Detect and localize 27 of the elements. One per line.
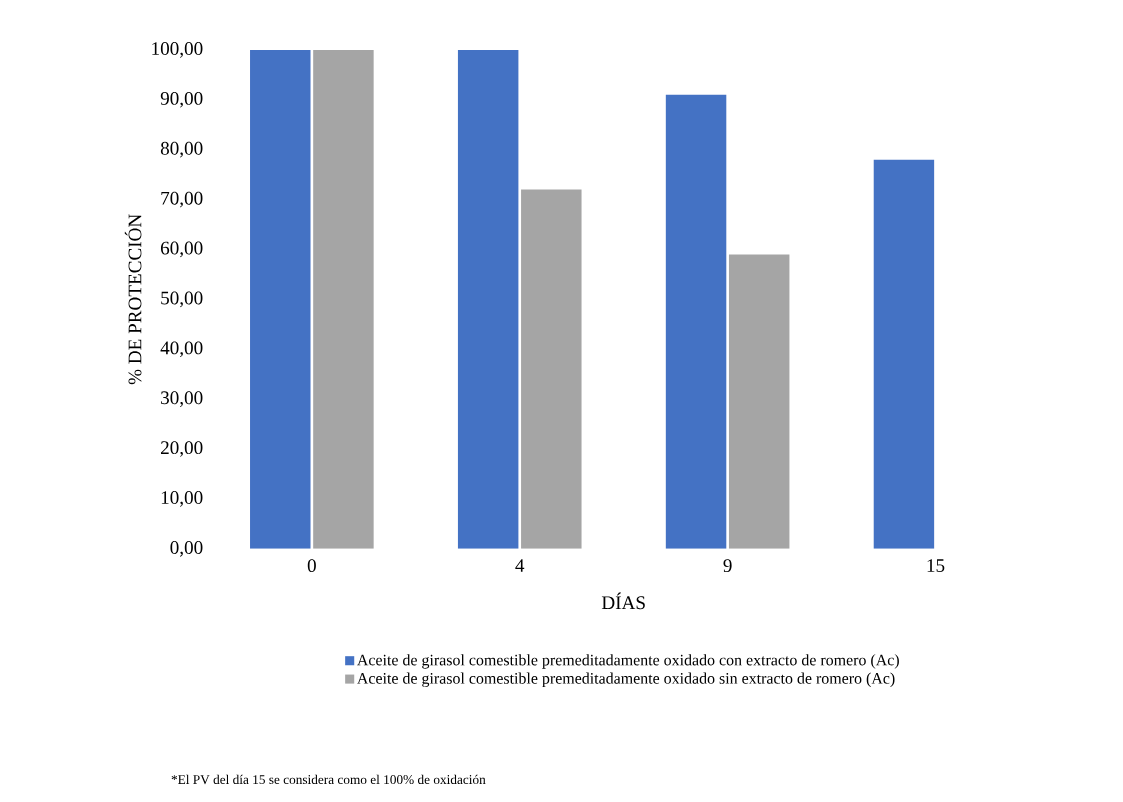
bar <box>457 49 519 549</box>
x-tick-label: 15 <box>927 559 945 572</box>
y-tick-label: 40,00 <box>160 341 203 358</box>
text: *El PV del día 15 se considera como el 100% de oxidación <box>171 774 486 785</box>
bar <box>521 189 582 549</box>
x-tick-label: 9 <box>723 559 732 573</box>
x-tick-label: 4 <box>515 559 525 572</box>
bar <box>728 254 790 549</box>
x-axis-title: DÍAS <box>601 592 645 610</box>
y-tick-label: 60,00 <box>160 241 203 258</box>
y-tick-label: 100,00 <box>152 42 203 58</box>
x-tick-label: 0 <box>307 559 316 573</box>
bar <box>665 94 727 549</box>
y-tick-label: 50,00 <box>161 291 203 308</box>
legend-label: Aceite de girasol comestible premeditadamente oxidado sin extracto de romero (Ac) <box>357 672 895 688</box>
bar <box>250 49 311 549</box>
bar <box>873 159 935 549</box>
y-tick-label: 90,00 <box>160 91 203 108</box>
y-axis-title: % DE PROTECCIÓN <box>124 214 142 385</box>
y-tick-label: 70,00 <box>161 191 203 208</box>
bar <box>313 49 374 549</box>
y-tick-label: 0,00 <box>170 540 203 557</box>
y-tick-label: 80,00 <box>160 141 203 158</box>
y-tick-label: 20,00 <box>161 441 203 457</box>
legend-label: Aceite de girasol comestible premeditadamente oxidado con extracto de romero (Ac) <box>357 654 899 669</box>
y-tick-label: 30,00 <box>161 391 203 407</box>
y-tick-label: 10,00 <box>161 491 203 507</box>
